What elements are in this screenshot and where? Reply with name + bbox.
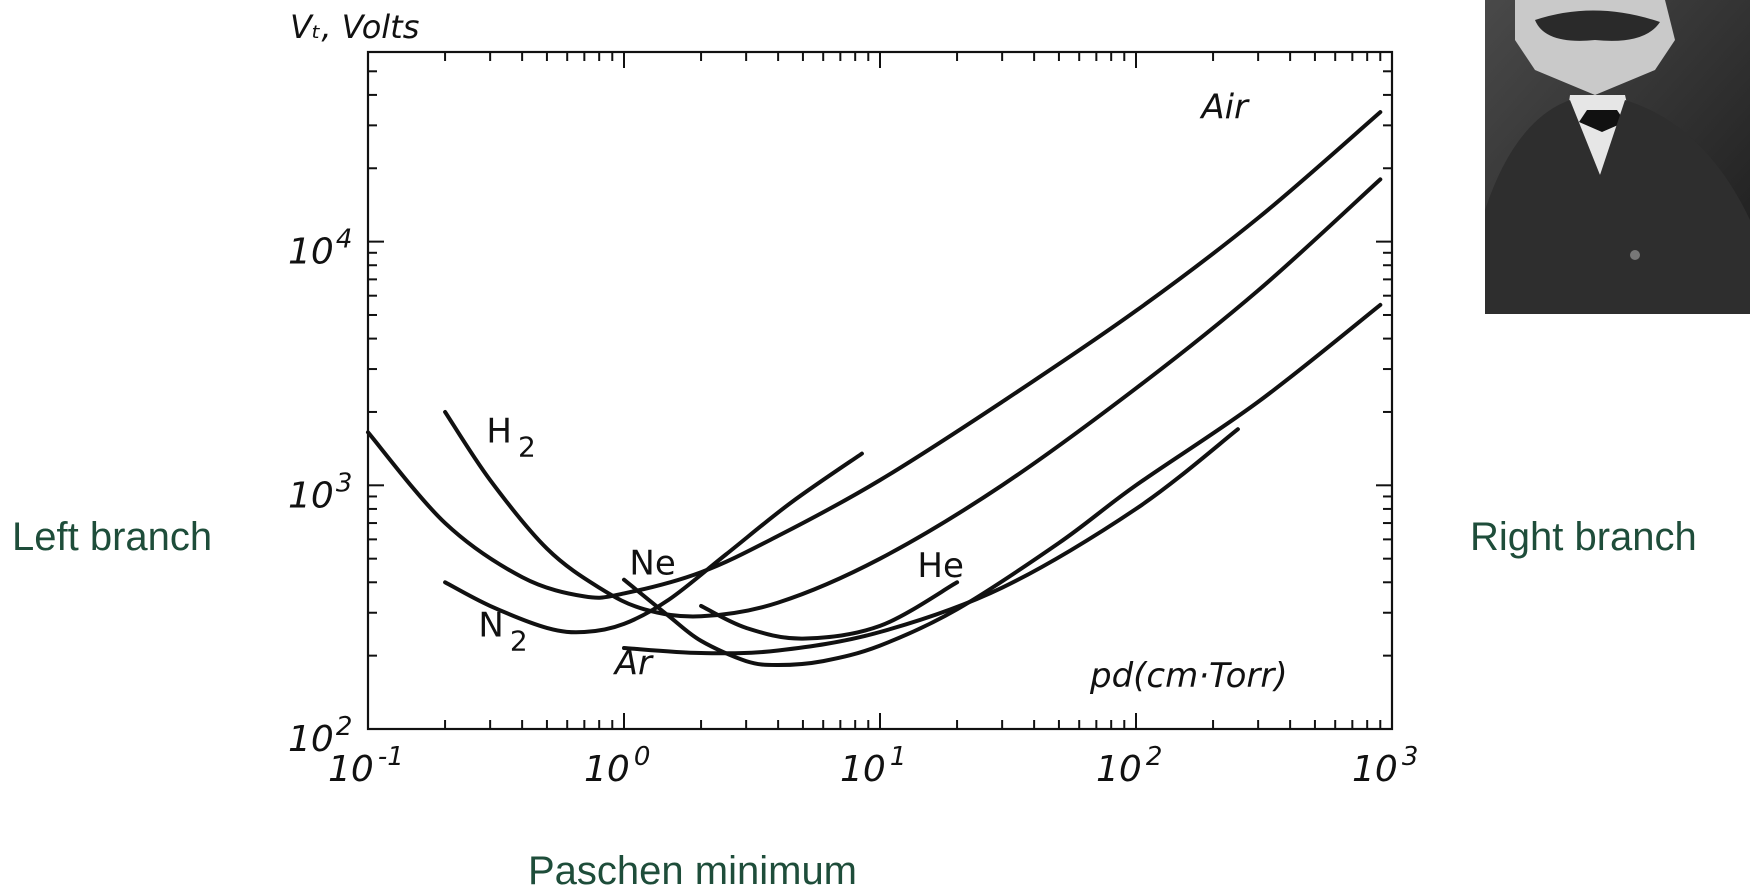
series-line-n₂ <box>443 451 864 635</box>
left-branch-label: Left branch <box>12 515 213 559</box>
series-label: Ne <box>629 544 675 584</box>
paschen-minimum-label: Paschen minimum <box>528 849 858 893</box>
x-tick-label: 10 -1 <box>328 742 404 790</box>
y-tick-labels: 102 103 104 <box>288 225 352 760</box>
y-tick-label: 103 <box>288 468 352 516</box>
series-line-ar <box>622 427 1240 656</box>
x-tick-labels: 10 -1 10 0 10 1 10 2 10 3 <box>328 742 1418 790</box>
x-axis-label: pd(cm·Torr) <box>1089 656 1288 696</box>
x-tick-label: 10 2 <box>1096 742 1162 790</box>
series-curves <box>366 110 1383 668</box>
y-axis-label: Vₜ, Volts <box>290 8 419 46</box>
series-line-h₂ <box>443 177 1383 619</box>
portrait-photo <box>1475 0 1750 314</box>
right-branch-label: Right branch <box>1470 515 1697 559</box>
series-label: Air <box>1199 88 1250 128</box>
x-tick-label: 10 0 <box>584 742 650 790</box>
series-label: Ar <box>613 644 654 684</box>
x-tick-label: 10 3 <box>1352 742 1418 790</box>
y-tick-label: 102 <box>288 712 352 760</box>
series-line-air <box>366 110 1383 600</box>
series-line-he <box>699 580 960 641</box>
series-line-ne <box>622 302 1383 668</box>
axis-ticks <box>367 51 1392 730</box>
x-tick-label: 10 1 <box>840 742 906 790</box>
series-labels: Air H 2 Ne He N 2 Ar <box>478 88 1250 684</box>
series-label: He <box>917 546 963 586</box>
y-tick-label: 104 <box>288 225 352 273</box>
